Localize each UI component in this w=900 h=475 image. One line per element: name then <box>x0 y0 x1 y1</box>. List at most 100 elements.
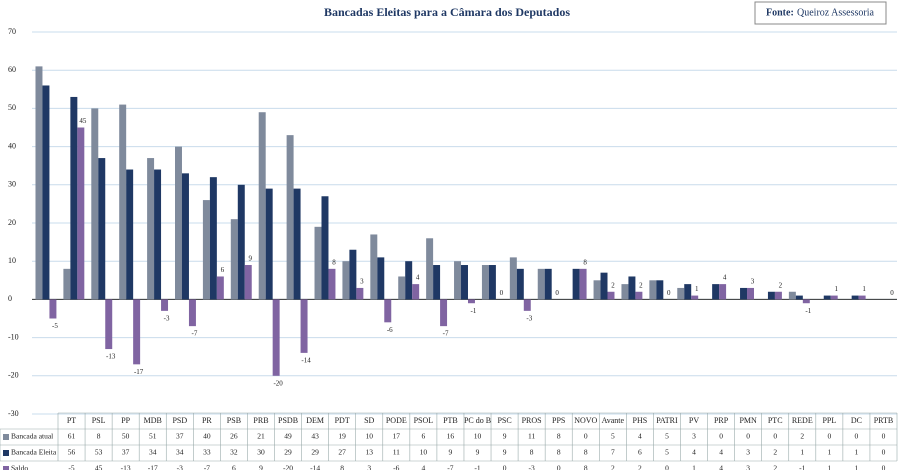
y-tick-label: -30 <box>8 409 19 418</box>
table-cell: 53 <box>95 448 103 457</box>
table-cell: 2 <box>773 448 777 457</box>
table-cell: 11 <box>528 432 535 441</box>
table-cell: 61 <box>68 432 76 441</box>
table-header: PRP <box>714 416 729 425</box>
table-header: PHS <box>633 416 648 425</box>
table-cell: 21 <box>257 432 265 441</box>
table-cell: 8 <box>584 448 588 457</box>
table-cell: 4 <box>719 448 723 457</box>
table-header: REDE <box>792 416 813 425</box>
bar <box>175 146 182 300</box>
data-label: 3 <box>751 278 755 286</box>
table-cell: 0 <box>882 464 886 470</box>
data-label: 0 <box>555 289 559 297</box>
table-cell: 33 <box>203 448 211 457</box>
table-cell: 6 <box>232 464 236 470</box>
bar <box>105 299 113 350</box>
table-cell: 1 <box>855 448 859 457</box>
table-cell: 34 <box>176 448 184 457</box>
legend-label: Bancada atual <box>11 432 53 441</box>
bar <box>272 299 280 376</box>
bar <box>258 112 266 300</box>
bar <box>230 219 238 300</box>
table-cell: 0 <box>584 432 588 441</box>
bar <box>823 295 831 300</box>
table-cell: 0 <box>746 432 750 441</box>
table-header: PRTB <box>874 416 894 425</box>
bar <box>202 200 210 300</box>
bar <box>802 299 810 304</box>
bar <box>328 268 336 300</box>
y-tick-label: 50 <box>8 103 16 112</box>
bar <box>635 291 643 300</box>
table-cell: 0 <box>882 448 886 457</box>
bar <box>147 158 155 300</box>
data-label: -7 <box>443 330 449 338</box>
table-cell: 0 <box>503 464 507 470</box>
bar <box>684 284 692 300</box>
data-label: -5 <box>52 322 58 330</box>
table-cell: 34 <box>149 448 157 457</box>
y-tick-label: -10 <box>8 332 19 341</box>
table-cell: 5 <box>611 432 615 441</box>
table-cell: 6 <box>421 432 425 441</box>
data-label: 0 <box>890 289 894 297</box>
data-label: 2 <box>611 281 615 289</box>
table-cell: -5 <box>68 464 74 470</box>
data-label: 6 <box>221 266 225 274</box>
bar <box>398 276 406 300</box>
table-cell: 9 <box>503 432 507 441</box>
bar <box>161 299 169 311</box>
bar <box>77 127 85 300</box>
table-header: PSC <box>497 416 511 425</box>
table-cell: 3 <box>746 448 750 457</box>
data-label: 3 <box>360 278 364 286</box>
bar <box>405 261 413 300</box>
table-cell: 3 <box>692 432 696 441</box>
table-cell: -20 <box>283 464 293 470</box>
table-header: SD <box>364 416 374 425</box>
table-cell: 11 <box>393 448 400 457</box>
bar <box>544 268 552 300</box>
table-cell: -7 <box>204 464 210 470</box>
table-cell: 3 <box>367 464 371 470</box>
table-cell: 56 <box>68 448 76 457</box>
bar <box>712 284 720 300</box>
data-label: -3 <box>164 314 170 322</box>
table-cell: 4 <box>692 448 696 457</box>
y-tick-label: 30 <box>8 180 16 189</box>
bar <box>91 108 99 300</box>
table-header: PT <box>67 416 76 425</box>
table-cell: 4 <box>638 432 642 441</box>
table-cell: -7 <box>447 464 453 470</box>
bar <box>572 268 580 300</box>
bar <box>286 135 294 300</box>
table-cell: 1 <box>800 448 804 457</box>
table-header: PROS <box>522 416 542 425</box>
table-cell: -3 <box>177 464 183 470</box>
table-cell: 37 <box>122 448 130 457</box>
table-cell: 29 <box>284 448 292 457</box>
table-cell: 9 <box>259 464 263 470</box>
table-cell: 10 <box>420 448 428 457</box>
data-label: -20 <box>273 379 283 387</box>
table-cell: 1 <box>692 464 696 470</box>
table-cell: 8 <box>557 448 561 457</box>
bar <box>740 287 748 300</box>
bar <box>454 261 462 300</box>
y-tick-label: 40 <box>8 141 16 150</box>
bar <box>537 268 545 300</box>
bar <box>774 291 782 300</box>
data-label: 4 <box>416 274 420 282</box>
bar <box>370 234 378 300</box>
table-cell: 2 <box>800 432 804 441</box>
bar <box>321 196 329 300</box>
table-header: PR <box>202 416 212 425</box>
legend-swatch <box>3 450 9 456</box>
table-header: PP <box>121 416 130 425</box>
table-cell: 0 <box>665 464 669 470</box>
data-label: -1 <box>805 307 811 315</box>
bar <box>656 280 664 300</box>
y-tick-label: 0 <box>8 294 12 303</box>
bar <box>133 299 141 365</box>
